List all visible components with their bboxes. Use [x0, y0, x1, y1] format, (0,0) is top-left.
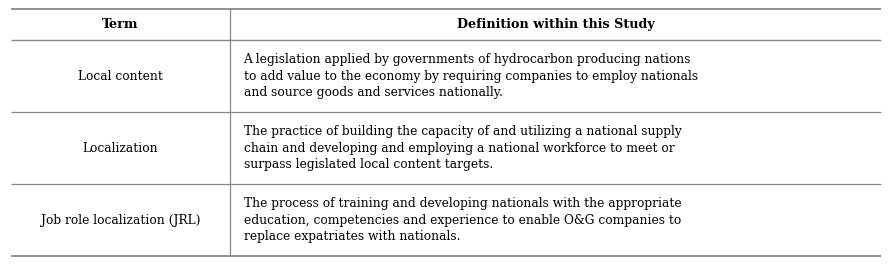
- Text: The practice of building the capacity of and utilizing a national supply
chain a: The practice of building the capacity of…: [244, 125, 681, 171]
- Text: Definition within this Study: Definition within this Study: [457, 18, 655, 31]
- Text: Term: Term: [103, 18, 138, 31]
- Text: The process of training and developing nationals with the appropriate
education,: The process of training and developing n…: [244, 197, 681, 243]
- Text: Local content: Local content: [78, 70, 163, 83]
- Text: Job role localization (JRL): Job role localization (JRL): [41, 214, 200, 227]
- Text: A legislation applied by governments of hydrocarbon producing nations
to add val: A legislation applied by governments of …: [244, 53, 698, 99]
- Text: Localization: Localization: [83, 142, 158, 155]
